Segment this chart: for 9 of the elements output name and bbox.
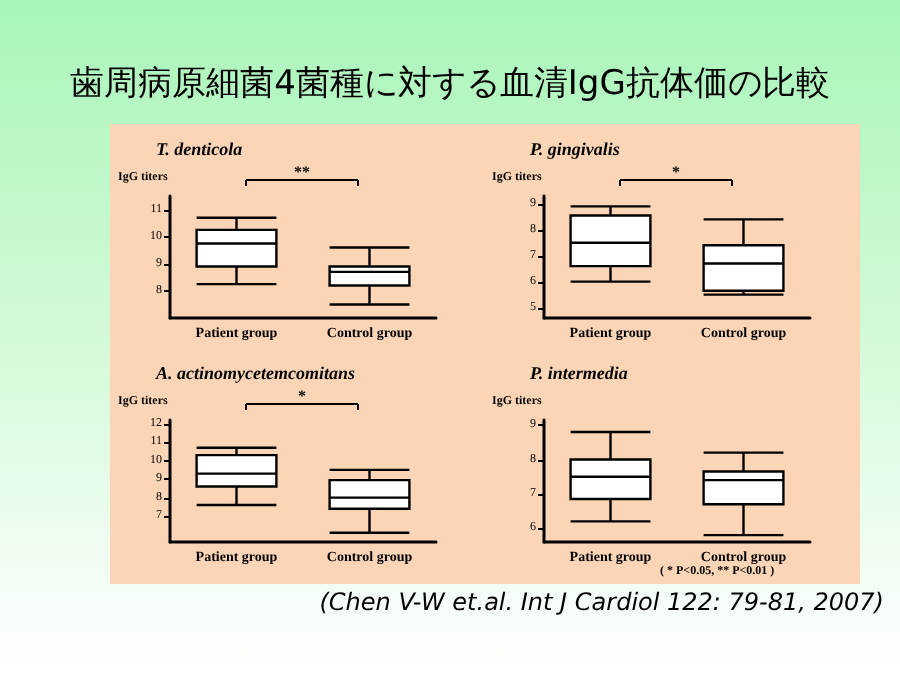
text: *: [672, 163, 680, 181]
chart-title: P. intermedia: [530, 363, 629, 383]
chart-title: T. denticola: [156, 139, 244, 159]
chart-title: P. gingivalis: [530, 139, 621, 159]
text: 歯周病原細菌4菌種に対する血清IgG抗体価の比較: [68, 62, 832, 106]
text: *: [298, 387, 306, 405]
chart-title: A. actinomycetemcomitans: [154, 363, 356, 383]
text: (Chen V-W et.al. Int J Cardiol 122: 79-81, 2007): [319, 588, 884, 616]
text: **: [294, 163, 310, 181]
